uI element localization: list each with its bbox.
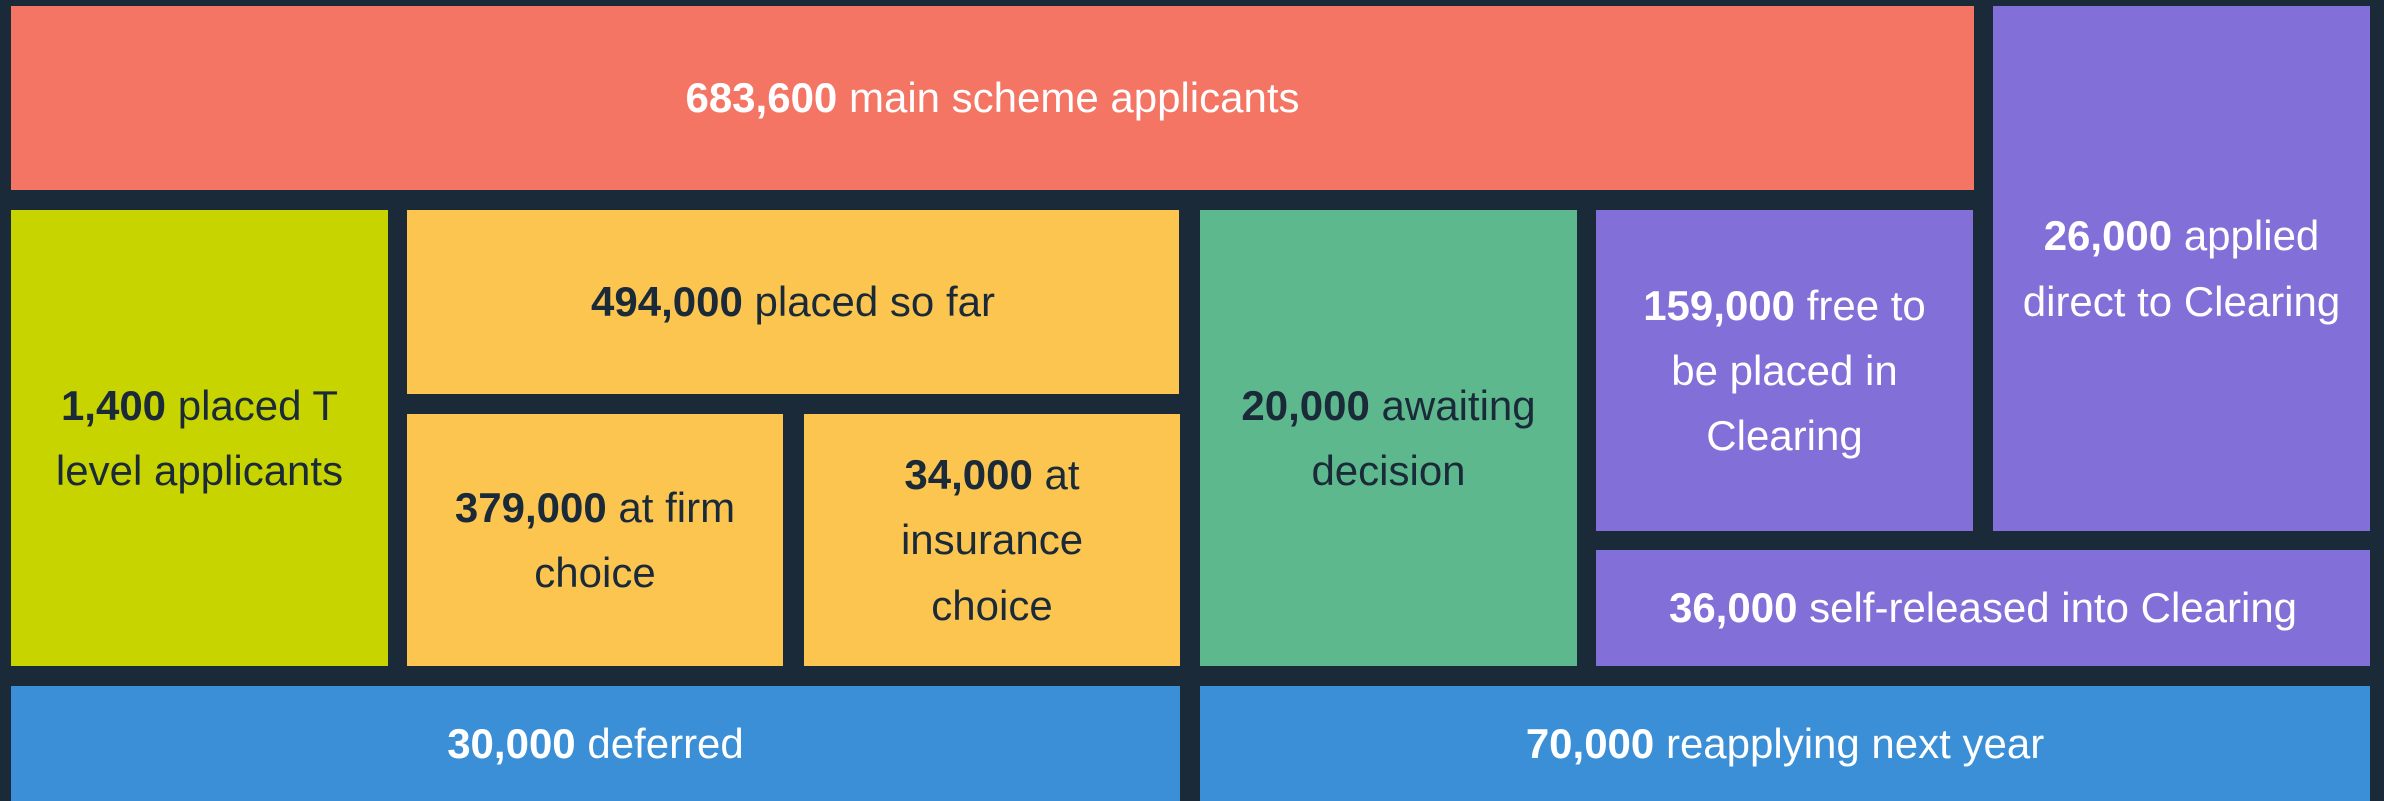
box-value: 683,600 [685, 74, 838, 122]
box-value: 379,000 [454, 483, 607, 531]
box-value: 1,400 [60, 381, 167, 429]
box-value: 26,000 [2043, 212, 2173, 260]
box: 683,600 main scheme applicants [11, 6, 1974, 190]
box: 159,000 free to be placed in Clearing [1596, 210, 1973, 531]
box-label: at insurance choice [900, 451, 1084, 629]
box-value: 36,000 [1668, 584, 1798, 632]
box: 379,000 at firm choice [407, 414, 783, 666]
box-label: placed T level applicants [55, 381, 344, 494]
box-label: deferred [587, 719, 744, 767]
box-value: 159,000 [1643, 281, 1796, 329]
box-label: at firm choice [534, 483, 736, 596]
box-label: applied direct to Clearing [2022, 212, 2341, 325]
box-label: main scheme applicants [848, 74, 1300, 122]
box-label: free to be placed in Clearing [1671, 281, 1926, 460]
box-label: placed so far [754, 278, 995, 326]
box: 26,000 applied direct to Clearing [1993, 6, 2370, 531]
box: 36,000 self-released into Clearing [1596, 550, 2370, 666]
box: 20,000 awaiting decision [1200, 210, 1577, 666]
box-value: 494,000 [591, 278, 743, 326]
box-label: reapplying next year [1665, 719, 2045, 767]
box: 34,000 at insurance choice [804, 414, 1180, 666]
box: 494,000 placed so far [407, 210, 1179, 394]
box-value: 34,000 [904, 451, 1033, 499]
box: 30,000 deferred [11, 686, 1180, 801]
box: 1,400 placed T level applicants [11, 210, 388, 666]
box-value: 30,000 [447, 719, 576, 767]
box: 70,000 reapplying next year [1200, 686, 2370, 801]
box-label: self-released into Clearing [1809, 584, 2298, 632]
box-value: 20,000 [1241, 381, 1370, 429]
box-value: 70,000 [1525, 719, 1655, 767]
box-label: awaiting decision [1311, 381, 1536, 494]
